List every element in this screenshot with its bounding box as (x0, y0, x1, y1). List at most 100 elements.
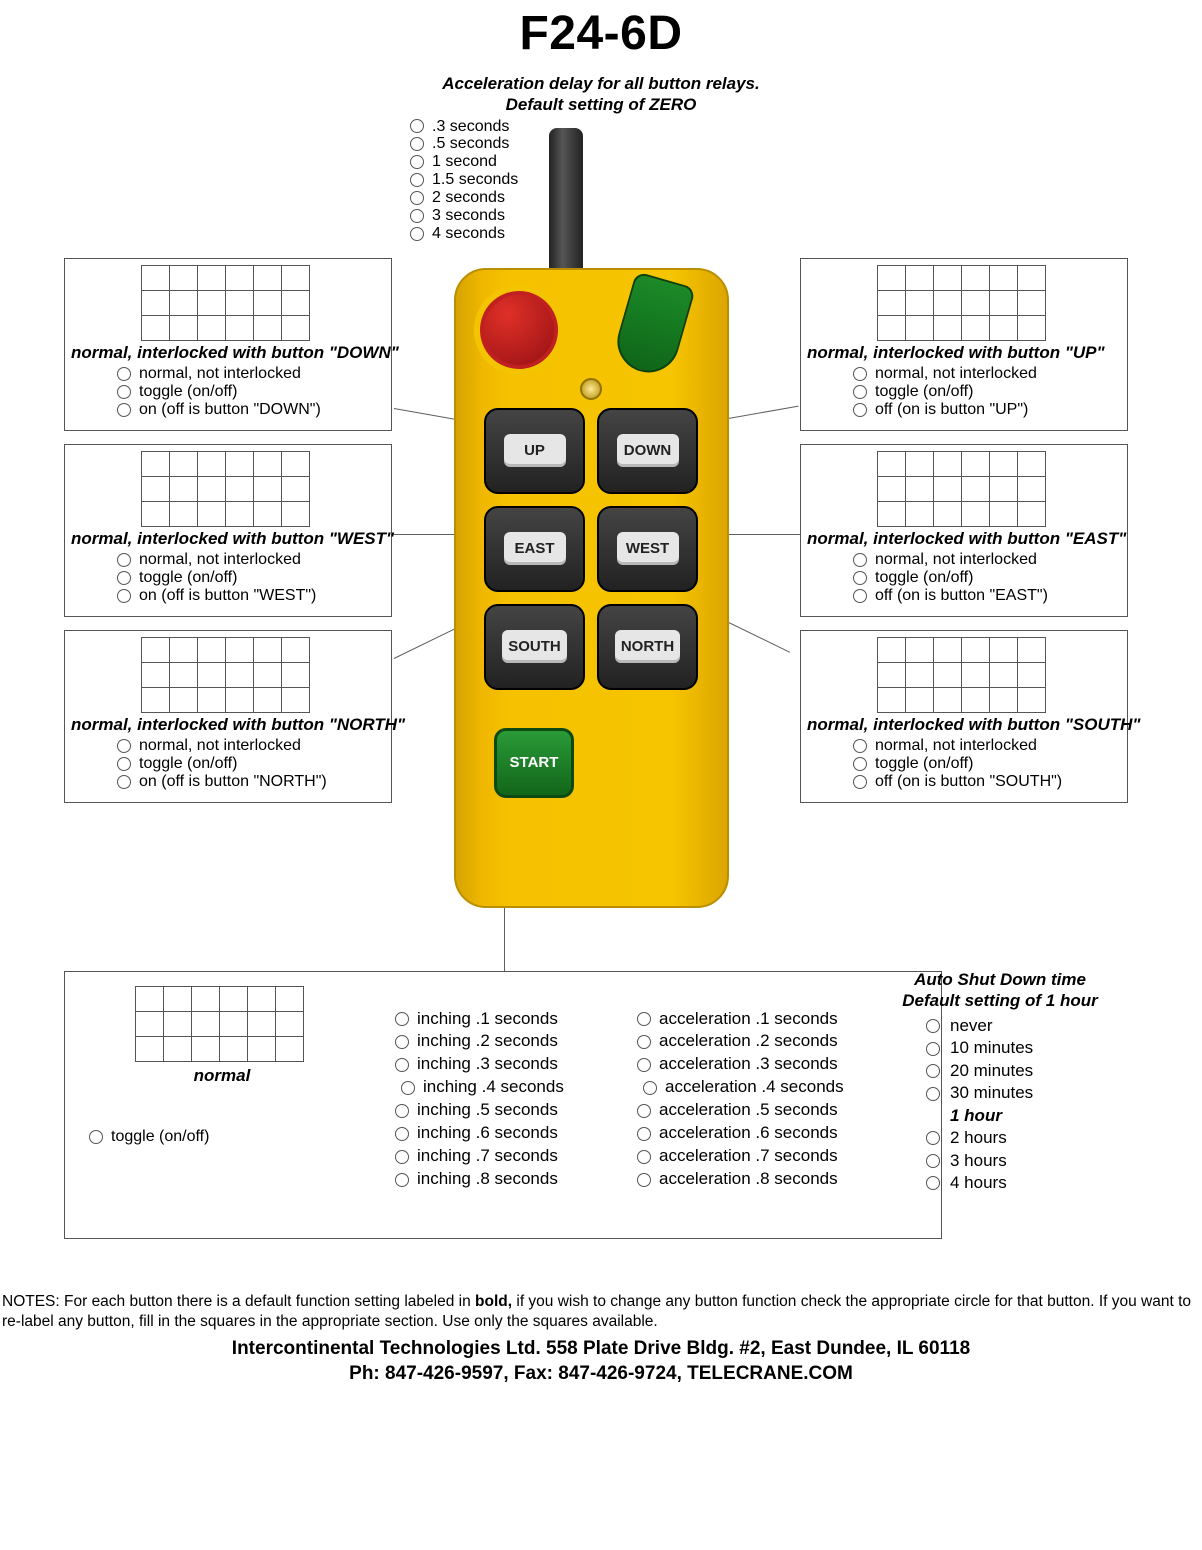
radio-icon (117, 589, 131, 603)
radio-icon (926, 1019, 940, 1033)
radio-icon (926, 1176, 940, 1190)
option[interactable]: toggle (on/off) (117, 383, 385, 401)
option[interactable]: acceleration .5 seconds (637, 1099, 844, 1122)
radio-icon (410, 191, 424, 205)
radio-icon (117, 775, 131, 789)
radio-icon (117, 385, 131, 399)
default-value: 1 hour (926, 1105, 1130, 1127)
relabel-grid[interactable] (877, 265, 1051, 341)
radio-icon (410, 137, 424, 151)
radio-icon (117, 739, 131, 753)
option[interactable]: inching .6 seconds (395, 1122, 564, 1145)
option[interactable]: inching .2 seconds (395, 1030, 564, 1053)
option-list: normal, not interlocked toggle (on/off) … (853, 737, 1121, 792)
option[interactable]: 2 hours (926, 1127, 1130, 1149)
option[interactable]: inching .3 seconds (395, 1053, 564, 1076)
remote-start-button: START (494, 728, 574, 798)
radio-icon (395, 1127, 409, 1141)
option-list: normal, not interlocked toggle (on/off) … (117, 737, 385, 792)
accel-delay-header: Acceleration delay for all button relays… (0, 73, 1202, 116)
option[interactable]: toggle (on/off) (853, 755, 1121, 773)
center-screw-icon (580, 378, 602, 400)
radio-icon (117, 367, 131, 381)
option[interactable]: on (off is button "DOWN") (117, 401, 385, 419)
option[interactable]: toggle (on/off) (853, 383, 1121, 401)
radio-icon (926, 1131, 940, 1145)
option[interactable]: off (on is button "UP") (853, 401, 1121, 419)
option[interactable]: acceleration .3 seconds (637, 1053, 844, 1076)
option[interactable]: normal, not interlocked (853, 551, 1121, 569)
button-grid: UP DOWN EAST WEST SOUTH NORTH (484, 408, 698, 690)
relabel-grid[interactable] (141, 451, 315, 527)
block-title: normal (135, 1066, 309, 1086)
option[interactable]: acceleration .8 seconds (637, 1168, 844, 1191)
radio-icon (410, 227, 424, 241)
option[interactable]: off (on is button "EAST") (853, 587, 1121, 605)
radio-icon (853, 571, 867, 585)
radio-icon (853, 553, 867, 567)
radio-icon (395, 1058, 409, 1072)
option[interactable]: acceleration .2 seconds (637, 1030, 844, 1053)
option[interactable]: toggle (on/off) (117, 755, 385, 773)
option[interactable]: 4 hours (926, 1172, 1130, 1194)
option[interactable]: acceleration .7 seconds (637, 1145, 844, 1168)
config-block-up: normal, interlocked with button "DOWN" n… (64, 258, 392, 431)
option[interactable]: normal, not interlocked (117, 551, 385, 569)
relabel-grid[interactable] (141, 265, 315, 341)
radio-icon (926, 1064, 940, 1078)
radio-icon (89, 1130, 103, 1144)
block-title: normal, interlocked with button "SOUTH" (807, 715, 1121, 735)
option[interactable]: 20 minutes (926, 1060, 1130, 1082)
remote-button-south: SOUTH (484, 604, 585, 690)
option[interactable]: never (926, 1015, 1130, 1037)
option-list: normal, not interlocked toggle (on/off) … (117, 551, 385, 606)
option[interactable]: inching .4 seconds (401, 1076, 564, 1099)
radio-icon (926, 1087, 940, 1101)
option[interactable]: on (off is button "WEST") (117, 587, 385, 605)
option[interactable]: acceleration .6 seconds (637, 1122, 844, 1145)
remote-button-down: DOWN (597, 408, 698, 494)
radio-icon (637, 1150, 651, 1164)
option[interactable]: 3 hours (926, 1150, 1130, 1172)
radio-icon (401, 1081, 415, 1095)
radio-icon (410, 209, 424, 223)
block-title: normal, interlocked with button "DOWN" (71, 343, 385, 363)
option-toggle[interactable]: toggle (on/off) (89, 1128, 209, 1146)
option[interactable]: acceleration .1 seconds (637, 1008, 844, 1031)
option[interactable]: inching .1 seconds (395, 1008, 564, 1031)
relabel-grid[interactable] (135, 986, 309, 1062)
remote-button-east: EAST (484, 506, 585, 592)
option[interactable]: normal, not interlocked (853, 737, 1121, 755)
remote-button-north: NORTH (597, 604, 698, 690)
radio-icon (853, 367, 867, 381)
radio-icon (853, 385, 867, 399)
footer-address: Intercontinental Technologies Ltd. 558 P… (0, 1336, 1202, 1362)
radio-icon (395, 1012, 409, 1026)
option[interactable]: inching .8 seconds (395, 1168, 564, 1191)
option[interactable]: acceleration .4 seconds (643, 1076, 844, 1099)
option[interactable]: toggle (on/off) (117, 569, 385, 587)
radio-icon (410, 173, 424, 187)
relabel-area: normal (135, 986, 309, 1086)
option[interactable]: 10 minutes (926, 1037, 1130, 1059)
block-title: normal, interlocked with button "UP" (807, 343, 1121, 363)
radio-icon (395, 1150, 409, 1164)
option[interactable]: normal, not interlocked (853, 365, 1121, 383)
option[interactable]: 30 minutes (926, 1082, 1130, 1104)
option[interactable]: inching .7 seconds (395, 1145, 564, 1168)
relabel-grid[interactable] (877, 637, 1051, 713)
option[interactable]: normal, not interlocked (117, 365, 385, 383)
option[interactable]: normal, not interlocked (117, 737, 385, 755)
radio-icon (643, 1081, 657, 1095)
option[interactable]: on (off is button "NORTH") (117, 773, 385, 791)
accel-header-line1: Acceleration delay for all button relays… (0, 73, 1202, 94)
remote-button-west: WEST (597, 506, 698, 592)
relabel-grid[interactable] (877, 451, 1051, 527)
config-block-south: normal, interlocked with button "NORTH" … (64, 630, 392, 803)
option[interactable]: inching .5 seconds (395, 1099, 564, 1122)
option[interactable]: toggle (on/off) (853, 569, 1121, 587)
footer-contact: Ph: 847-426-9597, Fax: 847-426-9724, TEL… (0, 1361, 1202, 1387)
option[interactable]: off (on is button "SOUTH") (853, 773, 1121, 791)
antenna-icon (549, 128, 583, 278)
relabel-grid[interactable] (141, 637, 315, 713)
